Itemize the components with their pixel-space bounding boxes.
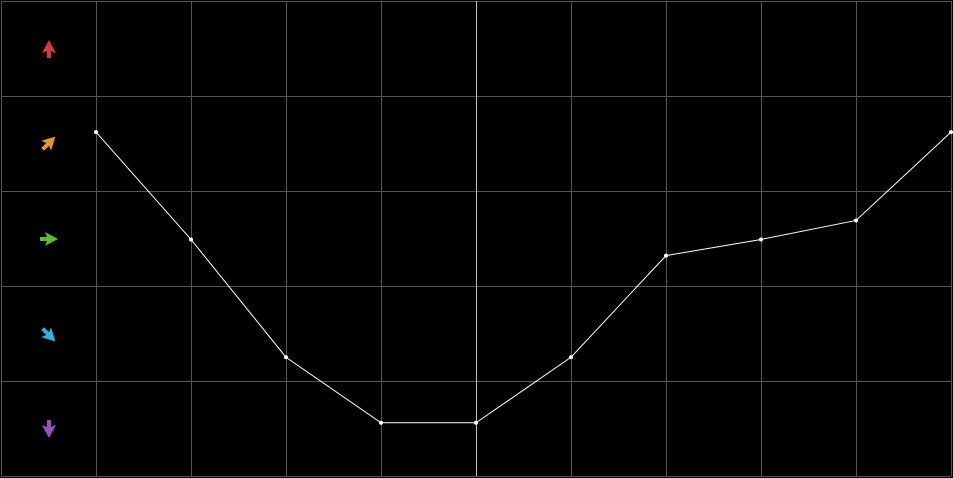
curve-point [854, 218, 858, 223]
arrow-down-icon [42, 420, 56, 438]
arrow-right-icon [40, 232, 58, 246]
arrow-up-right-icon [41, 136, 56, 151]
arrow-up-icon [42, 40, 56, 58]
curve-point [284, 355, 288, 360]
curve-point [759, 237, 763, 242]
curve-point [474, 420, 478, 425]
curve-point [569, 355, 573, 360]
curve-point [379, 420, 383, 425]
curve-point [664, 253, 668, 258]
curve-point [949, 130, 953, 135]
arrow-down-right-icon [41, 327, 56, 342]
curve-point [189, 237, 193, 242]
direction-icons [40, 40, 58, 438]
curve-point [94, 130, 98, 135]
curve [95, 131, 952, 424]
